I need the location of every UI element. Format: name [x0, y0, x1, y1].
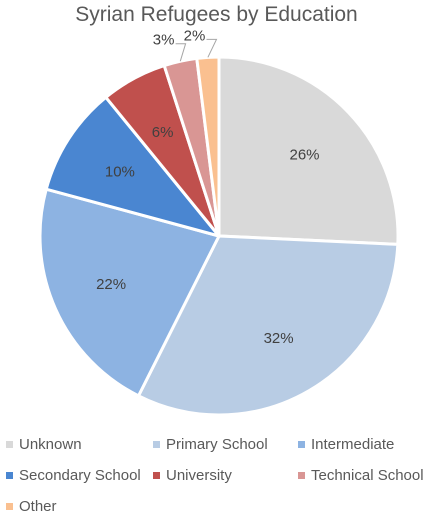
data-label: 26%: [289, 146, 319, 163]
legend-item: Intermediate: [298, 434, 394, 454]
legend-label: University: [166, 466, 232, 484]
legend-label: Unknown: [19, 435, 82, 453]
legend-item: Secondary School: [6, 465, 141, 485]
legend-label: Primary School: [166, 435, 268, 453]
legend-label: Technical School: [311, 466, 424, 484]
data-label: 32%: [264, 330, 294, 347]
legend-swatch: [298, 471, 305, 479]
legend-swatch: [6, 471, 13, 479]
label-leader-lines: [175, 38, 218, 62]
data-label: 10%: [105, 164, 135, 181]
legend-item: Unknown: [6, 434, 82, 454]
legend-item: Primary School: [153, 434, 268, 454]
legend-swatch: [153, 471, 160, 479]
chart-title: Syrian Refugees by Education: [75, 3, 358, 26]
data-label: 3%: [153, 32, 175, 49]
leader-line: [175, 43, 187, 62]
legend-swatch: [298, 440, 305, 448]
legend-label: Intermediate: [311, 435, 395, 453]
legend-label: Other: [19, 497, 57, 515]
pie-slice-primary-school: [136, 234, 400, 417]
legend-item: Technical School: [298, 465, 424, 485]
legend-label: Secondary School: [19, 466, 141, 484]
leader-line: [206, 38, 218, 58]
legend-item: Other: [6, 496, 57, 516]
data-label: 22%: [96, 276, 126, 293]
pie-slice-unknown: [217, 55, 400, 246]
legend-swatch: [153, 440, 160, 448]
data-label: 6%: [152, 124, 174, 141]
data-label: 2%: [184, 27, 206, 44]
legend-item: University: [153, 465, 232, 485]
data-labels: 26% 32% 22% 10% 6% 3% 2%: [96, 27, 319, 347]
pie-slice-secondary-school: [44, 95, 221, 238]
legend-swatch: [6, 440, 13, 448]
pie-slice-other: [195, 55, 221, 238]
pie-slices: [38, 55, 400, 417]
pie-slice-intermediate: [38, 187, 221, 398]
legend-swatch: [6, 502, 13, 510]
